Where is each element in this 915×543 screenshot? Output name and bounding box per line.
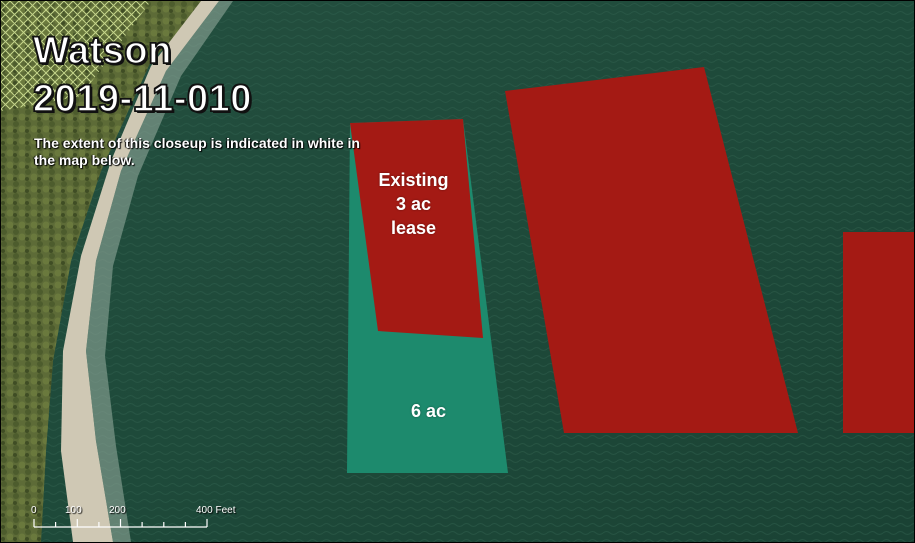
scale-tick-200: 200 (109, 505, 126, 516)
existing-lease-label-line1: Existing (378, 170, 449, 190)
neighbor-lease-right[interactable] (843, 232, 914, 433)
hatched-area (1, 1, 151, 111)
proposed-area-label: 6 ac (410, 401, 447, 421)
scale-bar (33, 519, 208, 528)
existing-lease-label-line3: lease (390, 218, 437, 238)
neighbor-lease-large[interactable] (505, 67, 798, 433)
existing-lease-parcel[interactable] (350, 119, 483, 338)
map-permit-number: 2019-11-010 (32, 77, 252, 121)
scale-tick-400: 400 Feet (196, 505, 236, 516)
beach-strip (61, 1, 219, 542)
scale-tick-100: 100 (65, 505, 82, 516)
map-title: Watson (32, 29, 172, 73)
scale-tick-0: 0 (31, 505, 37, 516)
existing-lease-label-line2: 3 ac (395, 194, 432, 214)
surf-line (86, 1, 233, 542)
tree-cover (1, 1, 211, 542)
extent-note: The extent of this closeup is indicated … (34, 135, 360, 168)
existing-lease-label: Existing 3 ac lease (356, 168, 471, 240)
